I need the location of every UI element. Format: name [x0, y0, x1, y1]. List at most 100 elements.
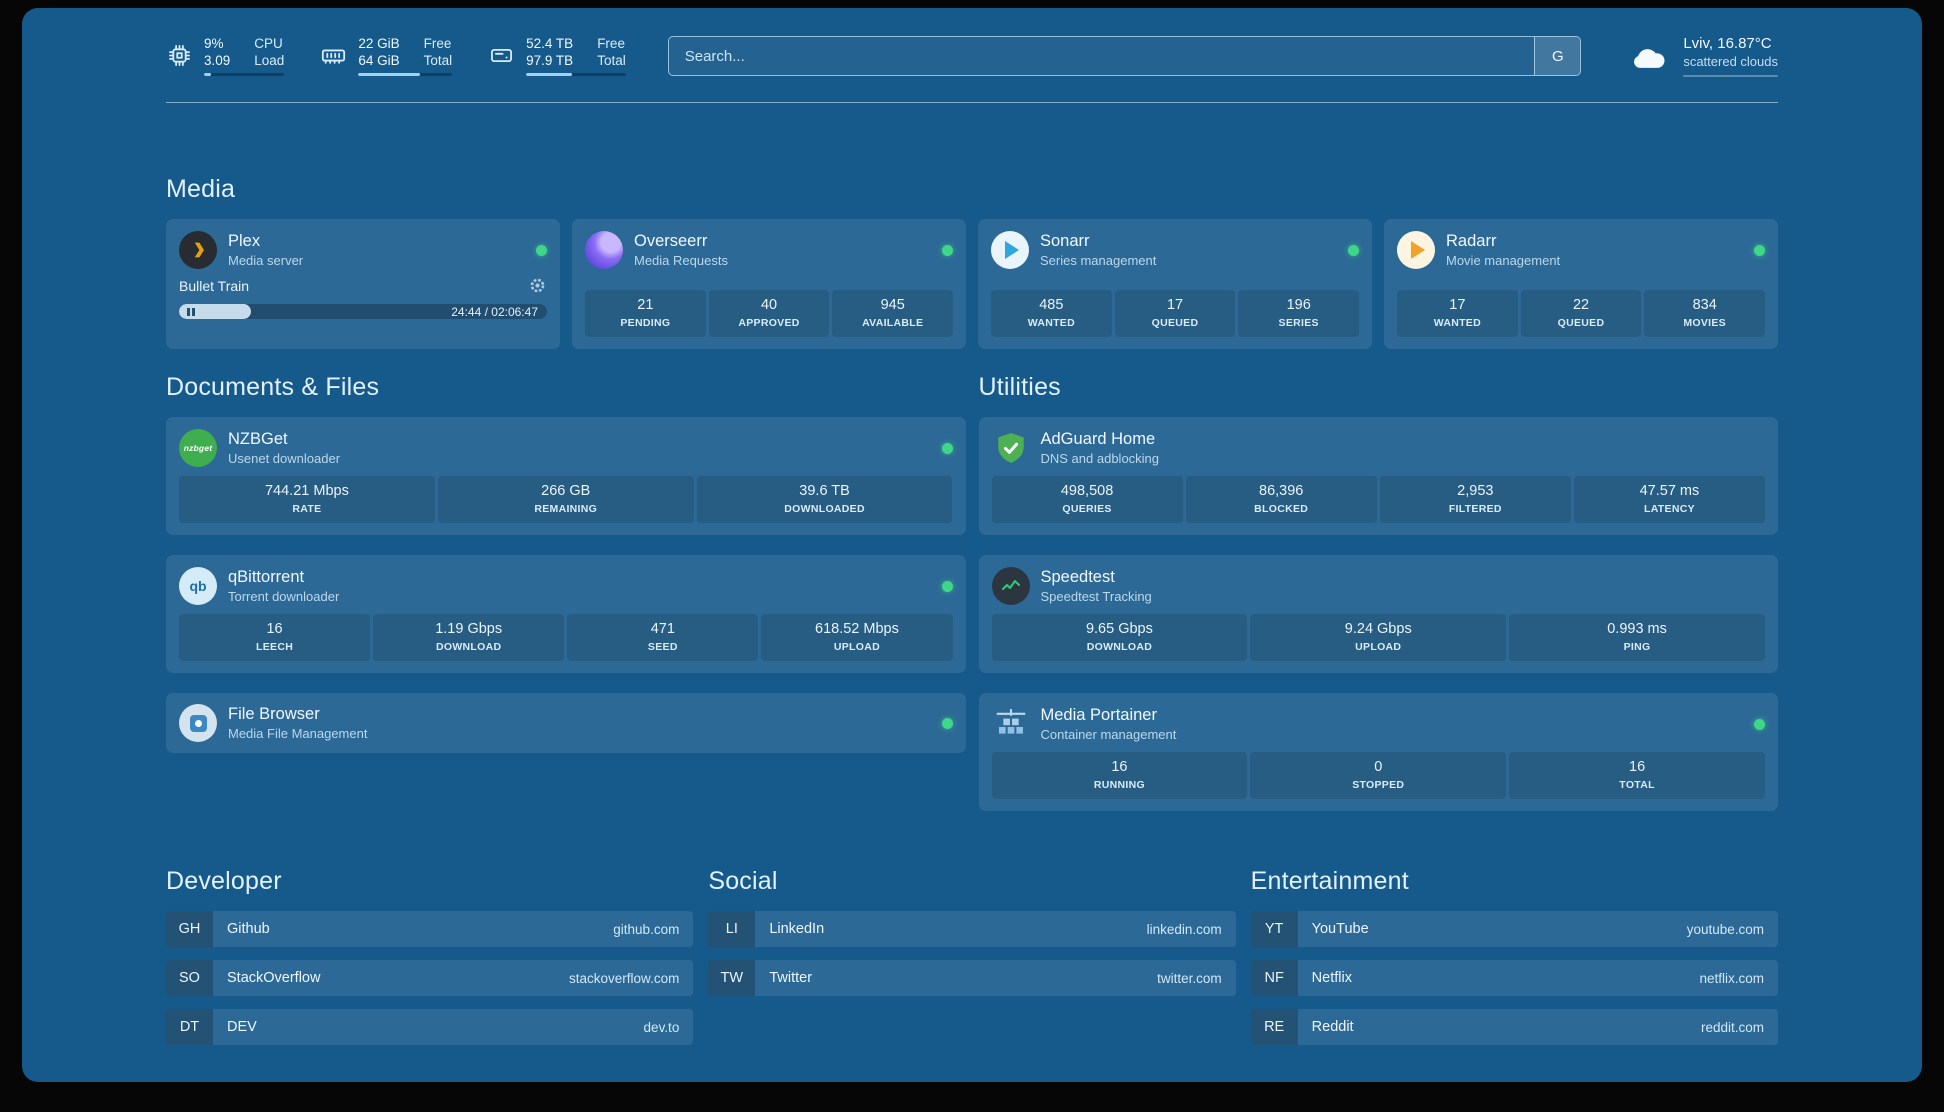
stat-label: DOWNLOADED [784, 503, 865, 515]
section-title-developer: Developer [166, 867, 282, 895]
service-card-portainer[interactable]: Media Portainer Container management 16 … [978, 693, 1778, 811]
stat-box: 9.24 Gbps UPLOAD [1250, 614, 1507, 661]
bookmark-name: Github [227, 921, 270, 937]
service-card-qbittorrent[interactable]: qb qBittorrent Torrent downloader 16 LEE… [166, 555, 966, 673]
memory-usage-bar [358, 73, 453, 76]
stat-box: 16 TOTAL [1509, 752, 1765, 799]
bookmark-dev[interactable]: DT DEV dev.to [166, 1009, 694, 1045]
disk-widget-data: 52.4 TB 97.9 TB Free Total [526, 36, 626, 76]
service-description: Series management [1040, 253, 1157, 268]
stat-box: 39.6 TB DOWNLOADED [696, 476, 953, 523]
service-name: Speedtest [1040, 568, 1115, 586]
stat-box: 1.19 Gbps DOWNLOAD [373, 614, 565, 661]
stat-value: 196 [1286, 297, 1311, 313]
service-name: File Browser [228, 705, 320, 723]
bookmark-netflix[interactable]: NF Netflix netflix.com [1250, 960, 1778, 996]
stat-box: 17 WANTED [1397, 290, 1518, 337]
bookmark-url: youtube.com [1686, 921, 1764, 937]
bookmark-linkedin[interactable]: LI LinkedIn linkedin.com [708, 911, 1236, 947]
weather-text: Lviv, 16.87°C scattered clouds [1683, 35, 1778, 77]
bookmark-twitter[interactable]: TW Twitter twitter.com [708, 960, 1236, 996]
status-dot [1754, 718, 1765, 730]
stat-value: 16 [266, 621, 283, 637]
status-dot [1754, 244, 1765, 256]
stat-box: 47.57 ms LATENCY [1573, 476, 1765, 523]
stat-label: AVAILABLE [862, 317, 924, 329]
stat-label: LATENCY [1643, 503, 1695, 515]
service-card-adguard[interactable]: AdGuard Home DNS and adblocking 498,508 … [978, 417, 1778, 535]
stat-label: APPROVED [738, 317, 800, 329]
middle-columns: Documents & Files nzbget NZBGet Usenet d… [166, 373, 1778, 811]
weather-widget[interactable]: Lviv, 16.87°C scattered clouds [1627, 34, 1778, 78]
status-dot [941, 717, 953, 729]
disk-total-label: Total [597, 53, 626, 68]
bookmark-youtube[interactable]: YT YouTube youtube.com [1250, 911, 1778, 947]
section-social: Social LI LinkedIn linkedin.com TW Twitt… [708, 867, 1236, 996]
stat-value: 47.57 ms [1639, 483, 1700, 499]
service-card-nzbget[interactable]: nzbget NZBGet Usenet downloader 744.21 M… [166, 417, 966, 535]
service-card-speedtest[interactable]: Speedtest Speedtest Tracking 9.65 Gbps D… [978, 555, 1778, 673]
bookmark-abbr: YT [1250, 911, 1298, 947]
stats-row: 9.65 Gbps DOWNLOAD 9.24 Gbps UPLOAD 0.99… [991, 614, 1766, 661]
stat-box: 9.65 Gbps DOWNLOAD [991, 614, 1248, 661]
bookmark-abbr: DT [166, 1009, 213, 1045]
stat-label: SERIES [1278, 317, 1319, 329]
service-description: DNS and adblocking [1040, 451, 1160, 466]
player-row: 24:44 / 02:06:47 [179, 304, 547, 319]
stats-row: 21 PENDING 40 APPROVED 945 AVAILABLE [585, 290, 954, 337]
service-name: Overseerr [634, 232, 708, 250]
playback-progress-bar[interactable]: 24:44 / 02:06:47 [179, 304, 547, 319]
header-divider [166, 102, 1778, 103]
bookmark-url: github.com [613, 921, 680, 937]
gear-icon[interactable] [528, 276, 547, 295]
adguard-icon [992, 429, 1030, 467]
cpu-widget: 9% 3.09 CPU Load [166, 36, 285, 76]
stat-value: 17 [1166, 297, 1184, 313]
playback-progress-fill [179, 304, 251, 319]
stat-label: PING [1623, 641, 1651, 653]
service-name: qBittorrent [228, 568, 305, 586]
bookmark-abbr: TW [708, 960, 756, 996]
service-card-radarr[interactable]: Radarr Movie management 17 WANTED 22 QUE… [1384, 219, 1778, 349]
service-name: AdGuard Home [1040, 430, 1156, 448]
memory-icon [322, 49, 346, 64]
cpu-usage-bar-fill [204, 73, 212, 76]
stat-label: REMAINING [534, 503, 598, 515]
bookmark-name: DEV [227, 1019, 257, 1035]
pause-icon[interactable] [187, 307, 195, 316]
bookmark-github[interactable]: GH Github github.com [166, 911, 694, 947]
service-description: Container management [1040, 727, 1177, 742]
qbittorrent-meta: qBittorrent Torrent downloader [228, 568, 339, 604]
bookmark-url: dev.to [643, 1019, 680, 1035]
stat-value: 0 [1374, 759, 1383, 775]
service-card-plex[interactable]: Plex Media server Bullet Train [166, 219, 560, 349]
memory-total-label: Total [423, 53, 453, 68]
stat-value: 16 [1629, 759, 1646, 775]
bookmark-reddit[interactable]: RE Reddit reddit.com [1250, 1009, 1778, 1045]
cloud-icon [1634, 49, 1665, 68]
service-card-filebrowser[interactable]: File Browser Media File Management [166, 693, 966, 753]
service-card-sonarr[interactable]: Sonarr Series management 485 WANTED 17 Q… [978, 219, 1372, 349]
stats-row: 16 RUNNING 0 STOPPED 16 TOTAL [991, 752, 1766, 799]
stat-value: 618.52 Mbps [815, 621, 899, 637]
bookmark-name: YouTube [1311, 921, 1369, 937]
search-provider-button[interactable]: G [1534, 37, 1581, 75]
stat-label: UPLOAD [1355, 641, 1402, 653]
stat-label: MOVIES [1683, 317, 1726, 329]
radarr-icon [1397, 231, 1435, 269]
stat-box: 2,953 FILTERED [1379, 476, 1571, 523]
bookmark-stackoverflow[interactable]: SO StackOverflow stackoverflow.com [166, 960, 694, 996]
bookmark-name: Twitter [769, 970, 813, 986]
service-name: NZBGet [228, 430, 288, 448]
stat-value: 498,508 [1060, 483, 1114, 499]
media-grid: Plex Media server Bullet Train [166, 219, 1778, 349]
search-input[interactable] [668, 37, 1535, 75]
portainer-meta: Media Portainer Container management [1041, 706, 1177, 742]
service-card-overseerr[interactable]: Overseerr Media Requests 21 PENDING 40 A… [572, 219, 966, 349]
stat-label: STOPPED [1352, 779, 1405, 791]
stat-box: 945 AVAILABLE [832, 290, 954, 337]
stat-label: QUEUED [1557, 317, 1605, 329]
stat-value: 1.19 Gbps [435, 621, 503, 637]
stat-box: 16 LEECH [179, 614, 371, 661]
stat-box: 40 APPROVED [708, 290, 830, 337]
